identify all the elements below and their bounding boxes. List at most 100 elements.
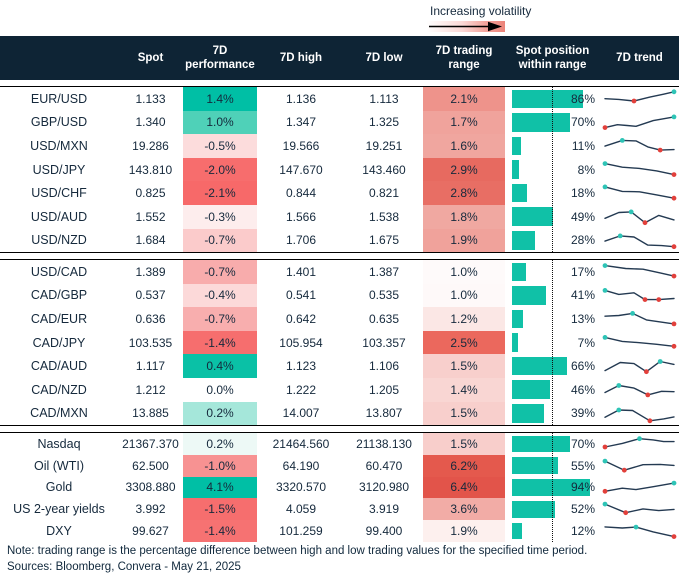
position-bar	[512, 479, 590, 496]
performance-cell: -1.4%	[183, 330, 257, 355]
position-bar	[512, 457, 558, 475]
trend-cell	[600, 354, 679, 378]
instrument-label: CAD/AUD	[30, 359, 88, 374]
table-row: CAD/EUR 0.636 -0.7% 0.642 0.635 1.2% 13%	[0, 307, 679, 331]
trend-sparkline	[604, 311, 677, 327]
position-cell: 8%	[505, 158, 600, 182]
low-value: 103.357	[362, 335, 406, 350]
trading-range-cell: 2.5%	[423, 330, 505, 355]
low-value: 19.251	[365, 138, 403, 153]
position-bar	[512, 207, 553, 227]
low-value: 1.538	[368, 209, 400, 224]
high-value: 3320.570	[275, 480, 327, 495]
trend-cell	[600, 111, 679, 135]
table-row: Gold 3308.880 4.1% 3320.570 3120.980 6.4% 94%	[0, 476, 679, 499]
position-bar	[512, 231, 535, 250]
low-value: 1.387	[368, 264, 400, 279]
position-label: 94%	[570, 480, 595, 495]
spot-value: 1.133	[135, 91, 166, 106]
spot-value: 1.389	[135, 264, 166, 279]
position-bar	[512, 333, 518, 352]
trend-sparkline	[604, 383, 675, 398]
header-spot: Spot	[137, 51, 164, 64]
table-row: DXY 99.627 -1.4% 101.259 99.400 1.9% 12%	[0, 520, 679, 542]
performance-cell: 4.1%	[183, 476, 257, 499]
performance-cell: -0.5%	[183, 134, 257, 158]
performance-cell: 1.4%	[183, 87, 257, 111]
spot-value: 0.636	[135, 311, 166, 326]
instrument-label: USD/MXN	[30, 138, 88, 153]
low-value: 1.113	[369, 91, 399, 106]
position-cell: 86%	[505, 87, 600, 111]
instrument-label: USD/JPY	[32, 162, 86, 177]
trading-range-cell: 1.0%	[423, 260, 505, 284]
low-value: 1.675	[368, 233, 400, 248]
table-row: CAD/MXN 13.885 0.2% 14.007 13.807 1.5% 39%	[0, 401, 679, 426]
position-label: 18%	[570, 186, 595, 201]
position-label: 8%	[577, 162, 595, 177]
header-performance: 7D performance	[185, 44, 255, 71]
position-label: 41%	[570, 288, 595, 303]
trend-sparkline	[602, 502, 675, 516]
trend-cell	[600, 477, 679, 499]
position-cell: 70%	[505, 111, 600, 135]
high-value: 19.566	[282, 138, 320, 153]
trend-sparkline	[602, 263, 677, 279]
table-header: Spot 7D performance 7D high 7D low 7D tr…	[0, 36, 679, 80]
trading-range-cell: 6.2%	[423, 454, 505, 477]
position-cell: 17%	[505, 260, 600, 284]
trend-sparkline	[602, 184, 677, 201]
position-bar	[512, 500, 555, 518]
trading-range-cell: 2.8%	[423, 181, 505, 205]
position-cell: 41%	[505, 284, 600, 308]
trend-cell	[600, 260, 679, 284]
position-label: 17%	[570, 264, 595, 279]
table-row: US 2-year yields 3.992 -1.5% 4.059 3.919 3.6%…	[0, 498, 679, 521]
table-row: CAD/AUD 1.117 0.4% 1.123 1.106 1.5% 66%	[0, 354, 679, 378]
position-bar	[512, 404, 544, 423]
position-label: 11%	[571, 138, 595, 153]
position-bar	[512, 380, 550, 400]
position-label: 66%	[570, 359, 595, 374]
table-row: USD/NZD 1.684 -0.7% 1.706 1.675 1.9% 28%	[0, 228, 679, 253]
position-cell: 7%	[505, 331, 600, 355]
trend-sparkline	[604, 524, 677, 540]
trend-sparkline	[604, 138, 675, 153]
trend-sparkline	[602, 160, 677, 177]
spot-value: 1.117	[135, 359, 166, 374]
volatility-gradient-arrow	[427, 21, 505, 32]
performance-cell: -2.0%	[183, 157, 257, 182]
trend-cell	[600, 181, 679, 205]
trend-cell	[600, 520, 679, 542]
table-row: Nasdaq 21367.370 0.2% 21464.560 21138.130 1.5…	[0, 433, 679, 455]
high-value: 1.706	[285, 233, 317, 248]
trading-range-cell: 1.4%	[423, 377, 505, 402]
position-cell: 11%	[505, 134, 600, 158]
trading-range-cell: 1.8%	[423, 204, 505, 229]
performance-cell: -0.7%	[183, 260, 257, 284]
trend-cell	[600, 205, 679, 229]
instrument-label: Nasdaq	[37, 436, 81, 451]
position-bar	[512, 286, 546, 305]
table-block-2: USD/CAD 1.389 -0.7% 1.401 1.387 1.0% 17% CAD/GB…	[0, 259, 679, 427]
table-row: CAD/JPY 103.535 -1.4% 105.954 103.357 2.5% 7%	[0, 330, 679, 355]
instrument-label: Oil (WTI)	[34, 458, 84, 473]
low-value: 13.807	[365, 406, 403, 421]
position-cell: 49%	[505, 205, 600, 229]
position-cell: 52%	[505, 498, 600, 520]
position-label: 86%	[570, 91, 595, 106]
position-cell: 28%	[505, 229, 600, 253]
low-value: 60.470	[365, 458, 403, 473]
position-label: 55%	[570, 458, 595, 473]
volatility-legend-label: Increasing volatility	[430, 4, 532, 18]
range-midline	[552, 433, 553, 542]
position-cell: 46%	[505, 378, 600, 402]
range-midline	[552, 87, 553, 253]
performance-cell: 0.0%	[183, 377, 257, 402]
header-trading-range: 7D trading range	[435, 44, 493, 71]
range-midline	[552, 260, 553, 426]
table-row: USD/CAD 1.389 -0.7% 1.401 1.387 1.0% 17%	[0, 260, 679, 284]
header-spot-position: Spot position within range	[515, 44, 590, 71]
spot-value: 0.825	[135, 186, 166, 201]
